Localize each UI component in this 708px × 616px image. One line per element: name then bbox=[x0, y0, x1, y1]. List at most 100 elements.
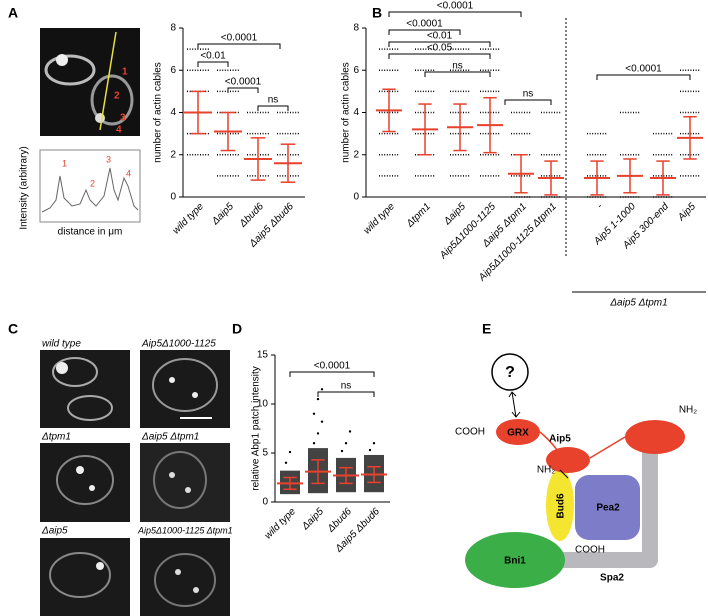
significance-bracket bbox=[227, 87, 259, 93]
micrograph-label: Aip5Δ1000-1125 bbox=[141, 339, 216, 350]
point bbox=[312, 442, 316, 445]
panel-label: E bbox=[482, 321, 491, 337]
point bbox=[372, 442, 376, 445]
significance-label: <0.0001 bbox=[625, 64, 662, 75]
image-label: 4 bbox=[116, 125, 122, 136]
panel-label: D bbox=[232, 321, 242, 337]
point bbox=[368, 448, 372, 452]
x-tick-label: wild type bbox=[362, 201, 398, 237]
node-label: ? bbox=[505, 364, 515, 381]
y-tick-label: 0 bbox=[170, 192, 176, 203]
y-tick-label: 2 bbox=[170, 149, 176, 160]
point bbox=[344, 442, 348, 445]
x-tick-label: Δaip5 bbox=[441, 201, 468, 228]
significance-label: <0.0001 bbox=[406, 19, 443, 30]
node-label: Bni1 bbox=[504, 556, 526, 567]
y-tick-label: 4 bbox=[353, 107, 359, 118]
significance-bracket bbox=[424, 71, 491, 77]
significance-bracket bbox=[388, 53, 491, 59]
image-label: 3 bbox=[120, 113, 126, 124]
node-label: Pea2 bbox=[596, 503, 620, 514]
significance-label: ns bbox=[341, 381, 352, 392]
point bbox=[320, 388, 324, 391]
significance-label: <0.01 bbox=[427, 31, 453, 42]
image-label: 2 bbox=[114, 91, 120, 102]
y-tick-label: 15 bbox=[257, 350, 269, 361]
node-label: GRX bbox=[507, 428, 529, 439]
intensity-profile: 1 2 3 4 Intensity (arbitrary) distance i… bbox=[19, 146, 141, 238]
micrograph-label: Δaip5 bbox=[41, 526, 68, 537]
node-label: Aip5 bbox=[549, 434, 571, 445]
significance-bracket bbox=[388, 29, 461, 35]
significance-label: ns bbox=[452, 61, 463, 72]
panel-label: A bbox=[8, 5, 18, 21]
significance-bracket bbox=[197, 61, 229, 67]
node-label: COOH bbox=[575, 545, 605, 556]
diagram: ? GRX Aip5 COOH NH₂ NH₂ Bud6 Pea2 Bni1 C… bbox=[455, 353, 697, 588]
y-tick-label: 8 bbox=[353, 23, 359, 34]
node-label: Spa2 bbox=[600, 573, 624, 584]
significance-bracket bbox=[596, 74, 691, 80]
point bbox=[284, 461, 288, 464]
y-tick-label: 4 bbox=[170, 107, 176, 118]
point bbox=[348, 430, 352, 433]
point bbox=[312, 412, 316, 415]
significance-bracket bbox=[388, 11, 522, 17]
point bbox=[288, 450, 292, 454]
significance-bracket bbox=[257, 105, 289, 111]
node-label: NH₂ bbox=[679, 405, 697, 416]
x-tick-label: wild type bbox=[171, 201, 207, 237]
peak-label: 1 bbox=[62, 158, 67, 168]
y-tick-label: 0 bbox=[353, 192, 359, 203]
x-tick-label: Δaip5 bbox=[299, 506, 326, 533]
significance-label: ns bbox=[268, 95, 279, 106]
x-tick-label: - bbox=[595, 201, 606, 212]
peak-label: 4 bbox=[126, 168, 131, 178]
image-label: 1 bbox=[122, 67, 128, 78]
node-label: NH₂ bbox=[537, 465, 555, 476]
micrograph-label: wild type bbox=[42, 339, 81, 350]
micrograph: 1 2 3 4 bbox=[40, 28, 140, 136]
x-tick-label: wild type bbox=[263, 506, 299, 542]
point bbox=[316, 432, 320, 435]
x-tick-label: Aip5Δ1000-1125 bbox=[437, 201, 498, 262]
panel-label: B bbox=[372, 5, 382, 21]
significance-label: <0.0001 bbox=[437, 1, 474, 12]
point bbox=[316, 397, 320, 401]
micrograph-label: Δaip5 Δtpm1 bbox=[141, 432, 199, 443]
x-tick-label: Aip5 bbox=[675, 201, 698, 224]
y-tick-label: 5 bbox=[262, 448, 268, 459]
significance-bracket bbox=[197, 43, 281, 49]
axis-title: number of actin cables bbox=[341, 62, 352, 163]
y-tick-label: 0 bbox=[262, 497, 268, 508]
significance-bracket bbox=[388, 41, 491, 47]
point bbox=[320, 420, 324, 423]
peak-label: 3 bbox=[106, 154, 111, 164]
axis-title: Intensity (arbitrary) bbox=[19, 146, 30, 229]
y-tick-label: 6 bbox=[170, 65, 176, 76]
x-tick-label: Δtpm1 bbox=[404, 201, 433, 230]
y-tick-label: 6 bbox=[353, 65, 359, 76]
significance-label: ns bbox=[523, 89, 534, 100]
y-tick-label: 10 bbox=[257, 399, 269, 410]
node-label: Bud6 bbox=[556, 493, 567, 518]
significance-label: <0.0001 bbox=[314, 361, 351, 372]
x-tick-label: Δbud6 bbox=[237, 201, 266, 230]
significance-bracket bbox=[317, 391, 375, 397]
micrograph-grid: wild type Aip5Δ1000-1125 Δtpm1 Δaip5 Δtp… bbox=[40, 339, 233, 616]
micrograph-label: Aip5Δ1000-1125 Δtpm1 bbox=[137, 525, 233, 535]
significance-label: <0.0001 bbox=[225, 77, 262, 88]
peak-label: 2 bbox=[90, 178, 95, 188]
node-label: COOH bbox=[455, 427, 485, 438]
significance-bracket bbox=[289, 371, 375, 377]
significance-label: <0.05 bbox=[427, 43, 453, 54]
y-tick-label: 2 bbox=[353, 149, 359, 160]
group-label: Δaip5 Δtpm1 bbox=[609, 298, 667, 309]
significance-bracket bbox=[504, 99, 552, 105]
axis-title: relative Abp1 patch intensity bbox=[251, 366, 262, 491]
significance-label: <0.0001 bbox=[221, 33, 258, 44]
axis-title: distance in μm bbox=[58, 227, 123, 238]
x-tick-label: Δaip5 bbox=[209, 201, 236, 228]
y-tick-label: 8 bbox=[170, 23, 176, 34]
